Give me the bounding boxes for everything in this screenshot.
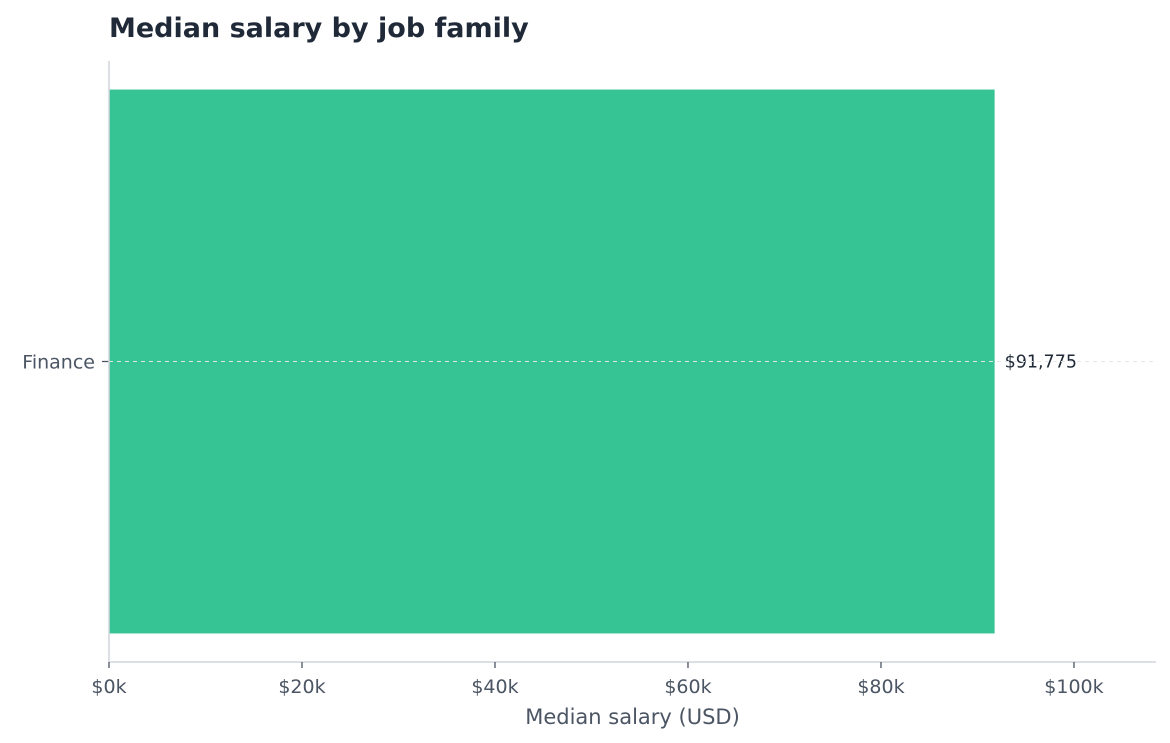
x-tick-label: $0k — [91, 676, 126, 698]
x-axis-title: Median salary (USD) — [525, 705, 740, 729]
y-tick-label: Finance — [22, 352, 95, 374]
chart-title: Median salary by job family — [109, 13, 529, 44]
x-tick-label: $20k — [278, 676, 325, 698]
axes-layer: Finance $0k $20k $40k $60k $80k $100k — [22, 61, 1156, 698]
x-tick-label: $80k — [857, 676, 904, 698]
x-tick-label: $40k — [471, 676, 518, 698]
x-tick-label: $60k — [664, 676, 711, 698]
bar-value-label: $91,775 — [1005, 353, 1077, 373]
x-tick-label: $100k — [1044, 676, 1103, 698]
